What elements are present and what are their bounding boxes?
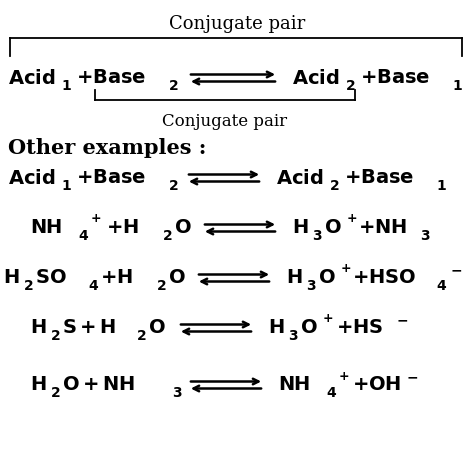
Text: $\mathbf{H}$: $\mathbf{H}$ — [292, 219, 309, 237]
Text: $\mathbf{1}$: $\mathbf{1}$ — [61, 79, 72, 93]
Text: $\mathbf{4}$: $\mathbf{4}$ — [326, 386, 337, 400]
Text: $\mathbf{+}$: $\mathbf{+}$ — [340, 263, 351, 275]
Text: $\mathbf{SO}$: $\mathbf{SO}$ — [35, 269, 67, 287]
Text: $\mathbf{2}$: $\mathbf{2}$ — [50, 329, 61, 343]
Text: $\mathbf{NH}$: $\mathbf{NH}$ — [30, 219, 62, 237]
Text: $\mathbf{+ Base}$: $\mathbf{+ Base}$ — [76, 69, 146, 87]
Text: $\mathbf{Acid}$: $\mathbf{Acid}$ — [8, 169, 55, 188]
Text: $\mathbf{O + NH}$: $\mathbf{O + NH}$ — [62, 376, 135, 394]
Text: $\mathbf{1}$: $\mathbf{1}$ — [61, 179, 72, 193]
Text: $\mathbf{+ H}$: $\mathbf{+ H}$ — [106, 219, 139, 237]
Text: $\mathbf{NH}$: $\mathbf{NH}$ — [278, 376, 310, 394]
Text: $\mathbf{H}$: $\mathbf{H}$ — [3, 269, 19, 287]
Text: $\mathbf{-}$: $\mathbf{-}$ — [406, 369, 418, 383]
Text: $\mathbf{O}$: $\mathbf{O}$ — [174, 219, 191, 237]
Text: $\mathbf{3}$: $\mathbf{3}$ — [288, 329, 299, 343]
Text: $\mathbf{2}$: $\mathbf{2}$ — [136, 329, 146, 343]
Text: $\mathbf{3}$: $\mathbf{3}$ — [420, 229, 430, 243]
Text: $\mathbf{H}$: $\mathbf{H}$ — [268, 319, 284, 337]
Text: $\mathbf{O}$: $\mathbf{O}$ — [318, 269, 336, 287]
Text: $\mathbf{-}$: $\mathbf{-}$ — [450, 262, 462, 276]
Text: Conjugate pair: Conjugate pair — [169, 15, 305, 33]
Text: $\mathbf{+ HSO}$: $\mathbf{+ HSO}$ — [352, 269, 416, 287]
Text: $\mathbf{4}$: $\mathbf{4}$ — [78, 229, 89, 243]
Text: $\mathbf{+ Base}$: $\mathbf{+ Base}$ — [344, 169, 414, 187]
Text: $\mathbf{O}$: $\mathbf{O}$ — [148, 319, 165, 337]
Text: $\mathbf{-}$: $\mathbf{-}$ — [396, 312, 408, 326]
Text: $\mathbf{+ Base}$: $\mathbf{+ Base}$ — [76, 169, 146, 187]
Text: $\mathbf{+ HS}$: $\mathbf{+ HS}$ — [336, 319, 383, 337]
Text: $\mathbf{+}$: $\mathbf{+}$ — [90, 212, 101, 226]
Text: Other examples :: Other examples : — [8, 138, 206, 158]
Text: $\mathbf{O}$: $\mathbf{O}$ — [168, 269, 186, 287]
Text: $\mathbf{O}$: $\mathbf{O}$ — [300, 319, 318, 337]
Text: $\mathbf{Acid}$: $\mathbf{Acid}$ — [292, 68, 339, 87]
Text: $\mathbf{2}$: $\mathbf{2}$ — [329, 179, 339, 193]
Text: $\mathbf{2}$: $\mathbf{2}$ — [156, 279, 166, 293]
Text: $\mathbf{2}$: $\mathbf{2}$ — [162, 229, 173, 243]
Text: $\mathbf{1}$: $\mathbf{1}$ — [452, 79, 463, 93]
Text: $\mathbf{+OH}$: $\mathbf{+OH}$ — [352, 376, 401, 394]
Text: $\mathbf{H}$: $\mathbf{H}$ — [30, 319, 46, 337]
Text: $\mathbf{2}$: $\mathbf{2}$ — [168, 79, 179, 93]
Text: $\mathbf{+}$: $\mathbf{+}$ — [322, 313, 333, 325]
Text: $\mathbf{+}$: $\mathbf{+}$ — [346, 212, 357, 226]
Text: $\mathbf{3}$: $\mathbf{3}$ — [306, 279, 317, 293]
Text: $\mathbf{+NH}$: $\mathbf{+NH}$ — [358, 219, 407, 237]
Text: Conjugate pair: Conjugate pair — [163, 113, 288, 130]
Text: $\mathbf{2}$: $\mathbf{2}$ — [168, 179, 179, 193]
Text: $\mathbf{S + H}$: $\mathbf{S + H}$ — [62, 319, 117, 337]
Text: $\mathbf{H}$: $\mathbf{H}$ — [286, 269, 302, 287]
Text: $\mathbf{4}$: $\mathbf{4}$ — [88, 279, 99, 293]
Text: $\mathbf{2}$: $\mathbf{2}$ — [23, 279, 34, 293]
Text: $\mathbf{+}$: $\mathbf{+}$ — [338, 370, 349, 382]
Text: $\mathbf{4}$: $\mathbf{4}$ — [436, 279, 447, 293]
Text: $\mathbf{+ H}$: $\mathbf{+ H}$ — [100, 269, 133, 287]
Text: $\mathbf{+ Base}$: $\mathbf{+ Base}$ — [360, 69, 430, 87]
Text: $\mathbf{Acid}$: $\mathbf{Acid}$ — [276, 169, 324, 188]
Text: $\mathbf{1}$: $\mathbf{1}$ — [436, 179, 447, 193]
Text: $\mathbf{O}$: $\mathbf{O}$ — [324, 219, 342, 237]
Text: $\mathbf{3}$: $\mathbf{3}$ — [312, 229, 322, 243]
Text: $\mathbf{H}$: $\mathbf{H}$ — [30, 376, 46, 394]
Text: $\mathbf{2}$: $\mathbf{2}$ — [50, 386, 61, 400]
Text: $\mathbf{3}$: $\mathbf{3}$ — [172, 386, 182, 400]
Text: $\mathbf{2}$: $\mathbf{2}$ — [345, 79, 356, 93]
Text: $\mathbf{Acid}$: $\mathbf{Acid}$ — [8, 68, 55, 87]
